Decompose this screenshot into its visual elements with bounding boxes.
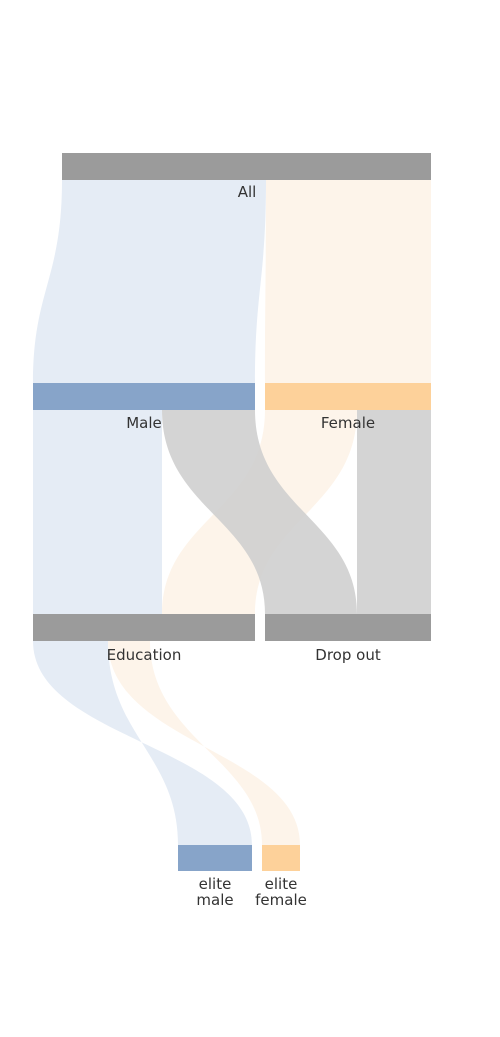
flow-female-to-dropout xyxy=(357,410,431,614)
label-elite-male: elite male xyxy=(196,875,233,909)
label-all: All xyxy=(238,183,257,201)
flow-male-to-education xyxy=(33,410,162,614)
sankey-nodes xyxy=(33,153,431,871)
flow-links xyxy=(33,180,431,845)
node-female xyxy=(265,383,431,410)
node-male xyxy=(33,383,255,410)
flow-education-to-elite-male xyxy=(33,641,252,845)
flow-male-to-dropout xyxy=(162,410,357,614)
label-elite-female: elite female xyxy=(255,875,307,909)
node-education xyxy=(33,614,255,641)
node-elite-male xyxy=(178,845,252,871)
node-dropout xyxy=(265,614,431,641)
flow-all-to-male xyxy=(33,180,266,383)
node-elite-female xyxy=(262,845,300,871)
label-education: Education xyxy=(107,646,182,664)
label-male: Male xyxy=(126,414,162,432)
node-all xyxy=(62,153,431,180)
flow-education-to-elite-female xyxy=(108,641,300,845)
flow-all-to-female xyxy=(265,180,431,383)
node-labels: All Male Female Education Drop out elite… xyxy=(107,183,381,909)
label-dropout: Drop out xyxy=(315,646,381,664)
label-female: Female xyxy=(321,414,375,432)
